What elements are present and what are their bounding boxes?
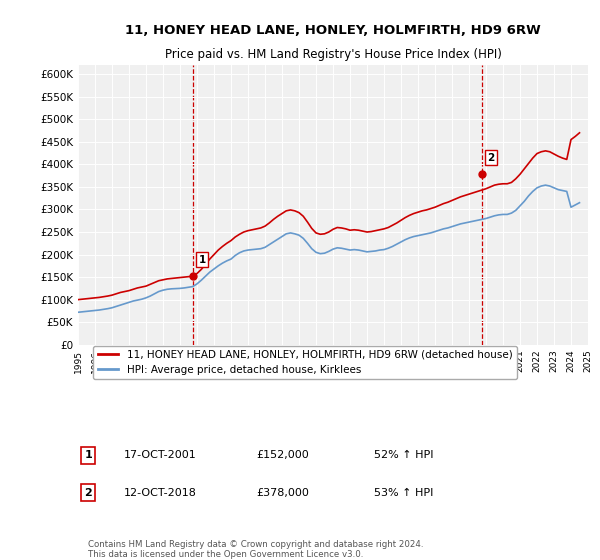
Text: 1: 1	[199, 255, 206, 265]
Text: Price paid vs. HM Land Registry's House Price Index (HPI): Price paid vs. HM Land Registry's House …	[164, 48, 502, 61]
Text: 11, HONEY HEAD LANE, HONLEY, HOLMFIRTH, HD9 6RW: 11, HONEY HEAD LANE, HONLEY, HOLMFIRTH, …	[125, 24, 541, 37]
Text: 53% ↑ HPI: 53% ↑ HPI	[374, 488, 433, 498]
Text: 17-OCT-2001: 17-OCT-2001	[124, 450, 197, 460]
Text: 12-OCT-2018: 12-OCT-2018	[124, 488, 197, 498]
Text: 1: 1	[85, 450, 92, 460]
Legend: 11, HONEY HEAD LANE, HONLEY, HOLMFIRTH, HD9 6RW (detached house), HPI: Average p: 11, HONEY HEAD LANE, HONLEY, HOLMFIRTH, …	[94, 346, 517, 379]
Text: 52% ↑ HPI: 52% ↑ HPI	[374, 450, 433, 460]
Text: Contains HM Land Registry data © Crown copyright and database right 2024.
This d: Contains HM Land Registry data © Crown c…	[88, 540, 424, 559]
Text: 2: 2	[85, 488, 92, 498]
Text: 2: 2	[487, 153, 494, 163]
Text: £152,000: £152,000	[257, 450, 309, 460]
Text: £378,000: £378,000	[257, 488, 310, 498]
